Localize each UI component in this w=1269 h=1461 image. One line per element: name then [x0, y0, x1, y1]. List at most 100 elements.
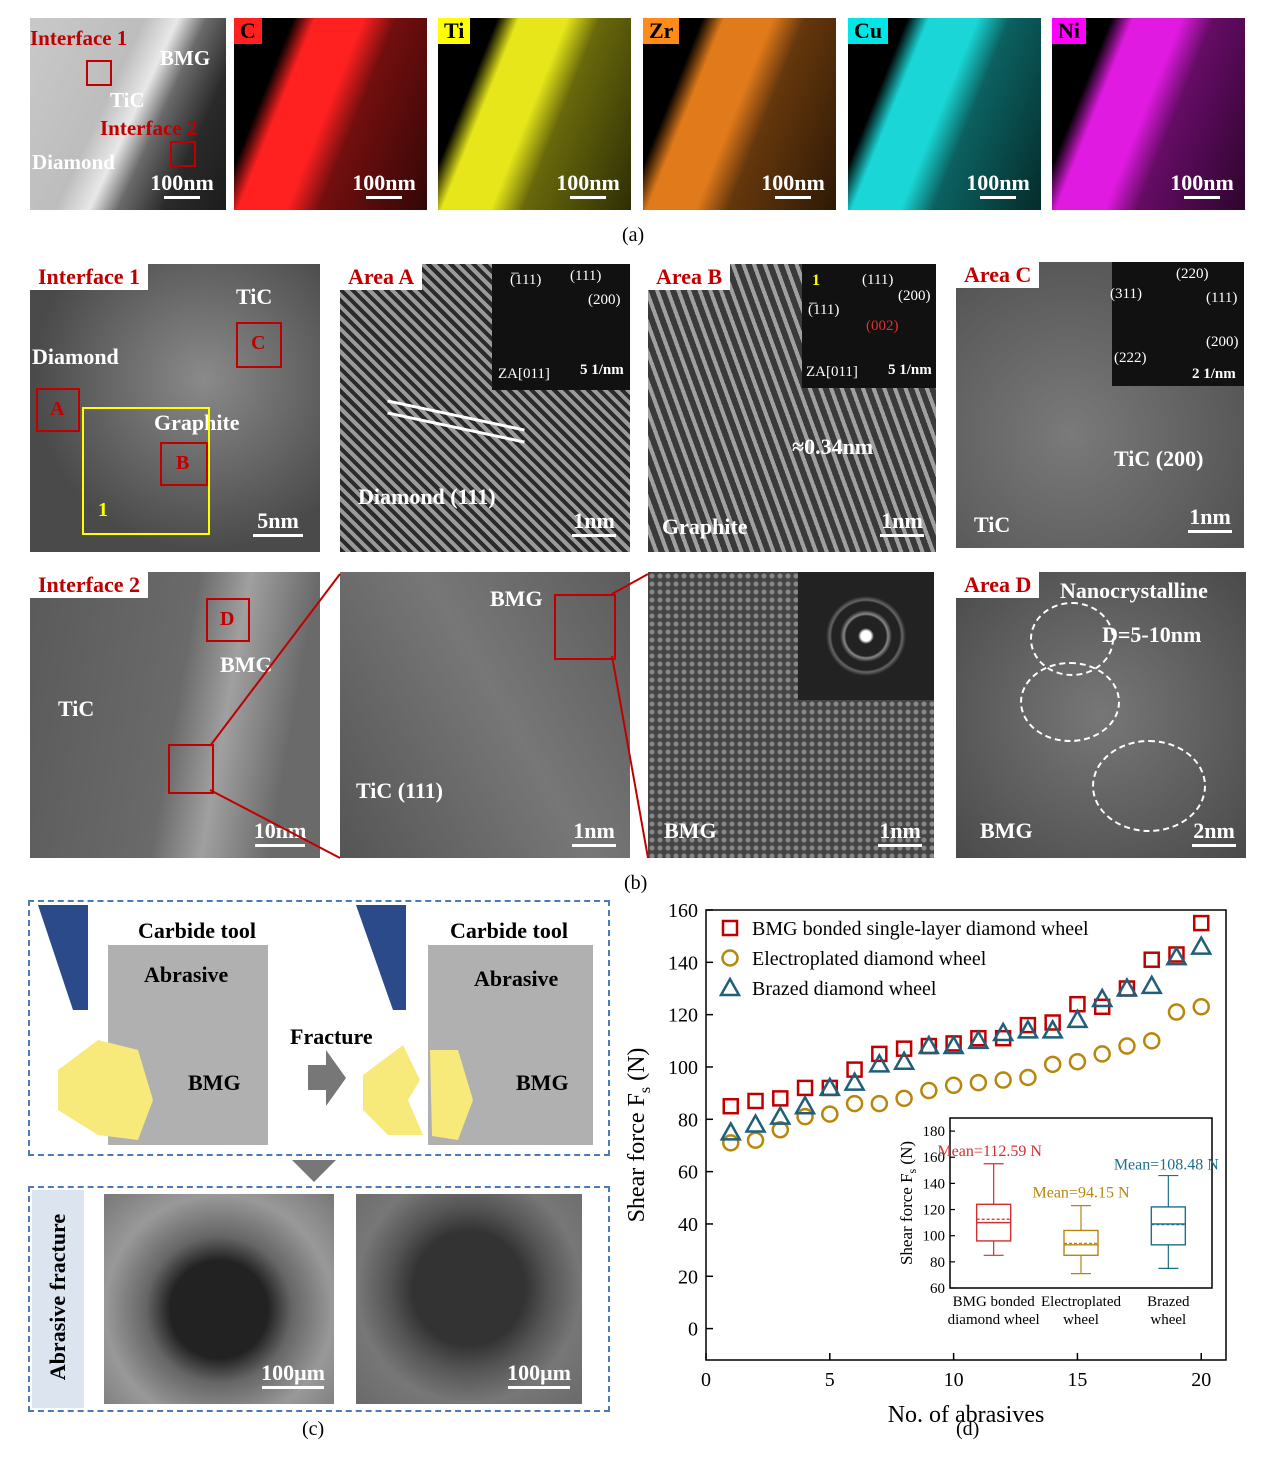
box-category-label: wheel — [1063, 1312, 1099, 1328]
y-tick-label: 60 — [678, 1162, 698, 1184]
box-mean-label: Mean=94.15 N — [1032, 1185, 1129, 1202]
diamond-label: Diamond — [32, 150, 115, 174]
saed-label: (200) — [1206, 334, 1239, 350]
data-point — [1093, 1045, 1111, 1063]
data-point — [845, 1094, 864, 1113]
area-c-title: Area C — [956, 262, 1040, 288]
scale-bar: 1nm — [1178, 504, 1242, 533]
interface2-label: Interface 2 — [100, 116, 198, 140]
scale-bar: 10nm — [244, 818, 316, 847]
data-point — [917, 1034, 940, 1055]
graphite-label: Graphite — [662, 514, 748, 539]
saed-inset: (220) (311) (111) (200) (222) 2 1/nm — [1110, 262, 1244, 386]
scale-bar: 5nm — [242, 508, 314, 537]
inset-y-tick-label: 120 — [923, 1203, 946, 1219]
data-point — [747, 1092, 764, 1110]
legend-label: BMG bonded single-layer diamond wheel — [752, 918, 1089, 940]
data-point — [895, 1089, 913, 1108]
interface2-title: Interface 2 — [30, 572, 149, 598]
box-category-label: BMG bonded — [953, 1294, 1036, 1310]
tool-label: Carbide tool — [138, 918, 256, 943]
scale-bar: 100nm — [753, 170, 833, 199]
data-point — [796, 1107, 814, 1126]
saed-label: (222) — [1114, 350, 1147, 366]
data-point — [1068, 1052, 1087, 1071]
data-point — [1142, 1032, 1161, 1050]
shear-force-chart: 0 5 10 15 20 0 20 40 60 80 100 120 140 160 No. of abra… — [624, 900, 1227, 1428]
data-point — [769, 1105, 792, 1125]
element-tag: Zr — [643, 18, 680, 44]
element-tag: C — [234, 18, 262, 44]
data-point — [1118, 1037, 1136, 1055]
fft-label: (200) — [588, 292, 621, 308]
inset-y-tick-label: 80 — [930, 1255, 945, 1271]
caption-a: (a) — [622, 224, 645, 246]
diamond-label: Diamond — [32, 344, 119, 369]
fracture-schematic — [38, 905, 593, 1145]
data-point — [1192, 914, 1210, 932]
saed-label: (111) — [1206, 290, 1238, 306]
fft-label: (̅111) — [510, 272, 542, 288]
area-d-title: Area D — [956, 572, 1040, 598]
inset-y-tick-label: 60 — [930, 1281, 945, 1297]
area-a-title: Area A — [340, 264, 423, 290]
y-tick-label: 80 — [678, 1109, 698, 1131]
schematic-frame — [28, 900, 610, 1156]
data-point — [1043, 1055, 1062, 1074]
fft-scale: 5 1/nm — [580, 362, 624, 378]
eds-map-ti: Ti 100nm — [438, 18, 631, 210]
box-mean-label: Mean=112.59 N — [937, 1143, 1042, 1160]
sem-frame — [28, 1186, 610, 1412]
x-tick-label: 20 — [1191, 1369, 1211, 1391]
data-point — [818, 1076, 841, 1097]
interface2-box — [170, 141, 196, 167]
nanocrystal-outline — [1092, 740, 1206, 832]
data-point — [920, 1081, 938, 1100]
data-point — [772, 1090, 789, 1107]
data-point — [719, 1120, 742, 1141]
fft-label: (̅111) — [808, 302, 840, 318]
interface1-hrtem: Interface 1 TiC Diamond Graphite A B C 1… — [30, 264, 320, 552]
inset-y-tick-label: 100 — [923, 1229, 946, 1245]
data-point — [1167, 1003, 1186, 1021]
box-c: C — [236, 322, 282, 368]
scale-bar: 100nm — [958, 170, 1038, 199]
saed-label: (311) — [1110, 286, 1142, 302]
y-axis-label: Shear force Fs (N) — [624, 1048, 654, 1223]
fft-label: (002) — [866, 318, 899, 334]
box-d: D — [206, 598, 250, 642]
spacing-label: ≈0.34nm — [792, 434, 874, 459]
bmg-label: BMG — [516, 1070, 569, 1095]
bmg-label: BMG — [188, 1070, 241, 1095]
y-tick-label: 20 — [678, 1266, 698, 1288]
fracture-label: Fracture — [290, 1024, 373, 1049]
data-point — [796, 1079, 814, 1097]
sem-image-2: 100μm — [356, 1194, 582, 1404]
element-tag: Ti — [438, 18, 471, 44]
data-point — [969, 1073, 988, 1092]
area-b-title: Area B — [648, 264, 731, 290]
data-point — [771, 1121, 790, 1139]
data-point — [722, 1134, 740, 1152]
data-point — [870, 1094, 889, 1113]
saed-label: (220) — [1176, 266, 1209, 282]
tic-label: TiC — [974, 512, 1011, 537]
interface2-hrtem: Interface 2 D BMG TiC 10nm — [30, 572, 320, 858]
legend-marker — [718, 976, 742, 997]
y-tick-label: 160 — [668, 900, 698, 922]
x-tick-label: 10 — [944, 1369, 964, 1391]
down-arrow-icon — [292, 1160, 336, 1182]
y-tick-label: 100 — [668, 1057, 698, 1079]
data-point — [868, 1052, 891, 1073]
scale-bar: 1nm — [562, 818, 626, 847]
y-tick-label: 120 — [668, 1005, 698, 1027]
legend-marker — [721, 919, 739, 937]
data-point — [892, 1050, 916, 1070]
data-point — [1115, 976, 1139, 997]
data-point — [746, 1131, 765, 1149]
box-category-label: Brazed — [1147, 1294, 1190, 1310]
data-point — [1165, 945, 1188, 966]
fft-label: (111) — [862, 272, 894, 288]
y-tick-label: 0 — [688, 1319, 698, 1341]
data-point — [967, 1029, 990, 1050]
